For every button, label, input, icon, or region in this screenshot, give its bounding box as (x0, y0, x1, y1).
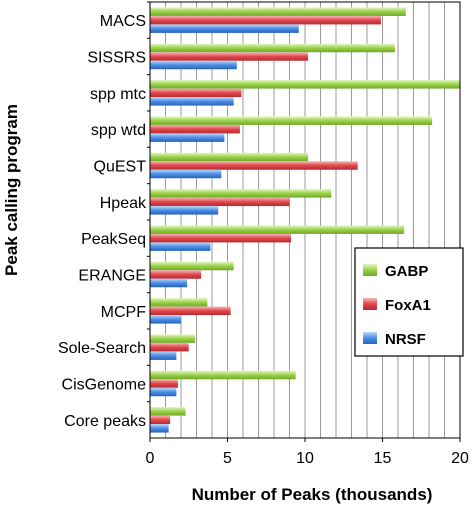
bar-gabp-macs (150, 7, 406, 16)
bar-foxa1-spp-mtc (150, 88, 242, 98)
bar-gabp-sissrs (150, 43, 395, 53)
bar-gabp-sole-search (150, 334, 195, 343)
legend: GABP FoxA1 NRSF (354, 247, 464, 357)
legend-swatch-foxa1 (363, 298, 377, 310)
category-labels: MACS SISSRS spp mtc spp wtd QuEST Hpeak PeakSe… (58, 1, 150, 430)
bar-foxa1-macs (150, 15, 381, 25)
category-label: Core peaks (64, 413, 146, 430)
x-tick-label: 5 (223, 450, 232, 467)
legend-label-nrsf: NRSF (385, 331, 426, 348)
y-axis-title: Peak calling program (2, 104, 21, 276)
bar-gabp-peakseq (150, 225, 405, 234)
bar-foxa1-hpeak (150, 197, 290, 207)
category-label: MACS (100, 13, 146, 30)
x-tick-label: 10 (296, 450, 314, 467)
bar-nrsf-sissrs (150, 60, 237, 70)
legend-label-gabp: GABP (385, 263, 428, 280)
bar-gabp-mcpf (150, 298, 208, 307)
bar-gabp-cisgenome (150, 370, 296, 380)
category-label: PeakSeq (81, 231, 146, 248)
bar-nrsf-core-peaks (150, 424, 169, 433)
bar-nrsf-mcpf (150, 315, 181, 324)
category-label: ERANGE (78, 268, 146, 285)
bar-gabp-core-peaks (150, 407, 186, 416)
bar-foxa1-core-peaks (150, 415, 171, 425)
bar-foxa1-sissrs (150, 52, 309, 61)
category-label: QuEST (94, 159, 147, 176)
bar-nrsf-quest (150, 169, 222, 179)
bar-nrsf-spp-wtd (150, 133, 225, 142)
x-tick-label: 15 (374, 450, 392, 467)
bar-gabp-quest (150, 152, 309, 162)
bar-nrsf-spp-mtc (150, 97, 234, 106)
x-tick-label: 20 (451, 450, 469, 467)
legend-swatch-nrsf (363, 332, 377, 344)
bar-foxa1-mcpf (150, 306, 231, 316)
bar-nrsf-macs (150, 24, 299, 33)
legend-label-foxa1: FoxA1 (385, 297, 431, 314)
bar-foxa1-erange (150, 270, 202, 279)
bar-nrsf-cisgenome (150, 387, 177, 397)
bar-nrsf-hpeak (150, 206, 219, 215)
category-label: CisGenome (62, 377, 147, 394)
bar-nrsf-erange (150, 278, 188, 288)
bars (150, 7, 460, 433)
bar-gabp-hpeak (150, 189, 332, 198)
category-label: Hpeak (100, 195, 147, 212)
category-label: spp mtc (90, 86, 146, 103)
bar-foxa1-quest (150, 161, 358, 170)
category-label: MCPF (101, 304, 147, 321)
bar-gabp-spp-mtc (150, 80, 460, 89)
bar-foxa1-sole-search (150, 342, 189, 352)
x-axis-title: Number of Peaks (thousands) (192, 485, 433, 504)
bar-nrsf-peakseq (150, 242, 211, 251)
legend-swatch-gabp (363, 264, 377, 276)
x-tick-label: 0 (146, 450, 155, 467)
bar-foxa1-spp-wtd (150, 124, 240, 134)
bar-gabp-erange (150, 261, 234, 271)
category-label: Sole-Search (58, 340, 146, 357)
category-label: SISSRS (87, 50, 146, 67)
gridlines (165, 2, 445, 438)
category-label: spp wtd (91, 122, 146, 139)
bar-gabp-spp-wtd (150, 116, 433, 125)
bar-nrsf-sole-search (150, 351, 177, 360)
bar-foxa1-cisgenome (150, 379, 178, 388)
bar-foxa1-peakseq (150, 233, 292, 243)
x-tick-labels: 0 5 10 15 20 (146, 438, 469, 467)
